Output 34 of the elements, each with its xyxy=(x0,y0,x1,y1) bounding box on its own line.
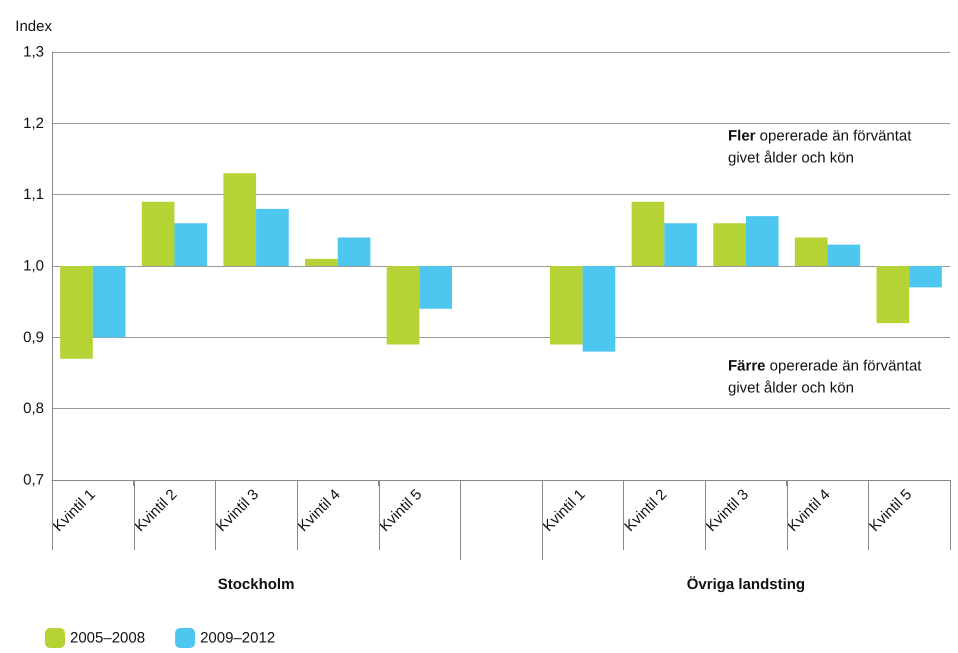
bar xyxy=(828,244,860,266)
bar xyxy=(305,258,338,266)
y-tick-label: 0,7 xyxy=(23,472,44,488)
text: Stockholm xyxy=(218,576,294,593)
y-tick-label: 1,3 xyxy=(23,44,44,60)
bar xyxy=(419,266,452,309)
bar xyxy=(909,266,942,288)
bar xyxy=(664,223,697,266)
legend-label: 2005–2008 xyxy=(70,630,146,646)
y-tick-label: 1,2 xyxy=(23,114,44,132)
y-tick-label: 1,0 xyxy=(23,258,44,274)
bar xyxy=(92,266,126,338)
bar xyxy=(582,266,616,352)
bar xyxy=(876,266,910,324)
bar xyxy=(386,266,420,344)
y-tick-label: 0,9 xyxy=(23,328,44,346)
y-tick-label: 1,1 xyxy=(23,186,44,204)
bar xyxy=(338,237,370,266)
annotation: Färre opererade än förväntat givet ålder och kön xyxy=(728,358,922,396)
text: Övriga landsting xyxy=(686,576,806,593)
legend-label: 2009–2012 xyxy=(200,630,276,646)
bar xyxy=(794,237,828,266)
bar xyxy=(223,173,256,266)
bar xyxy=(256,208,289,266)
bar xyxy=(713,223,746,266)
bar xyxy=(632,202,664,266)
bar xyxy=(60,266,93,359)
bar xyxy=(142,202,174,266)
y-axis-title: Index xyxy=(15,18,52,35)
y-tick-label: 0,8 xyxy=(23,400,44,418)
annotation: Fler opererade än förväntat givet ålder och kön xyxy=(728,128,912,166)
bar xyxy=(550,266,583,344)
bar xyxy=(174,223,208,266)
bar xyxy=(746,216,779,266)
